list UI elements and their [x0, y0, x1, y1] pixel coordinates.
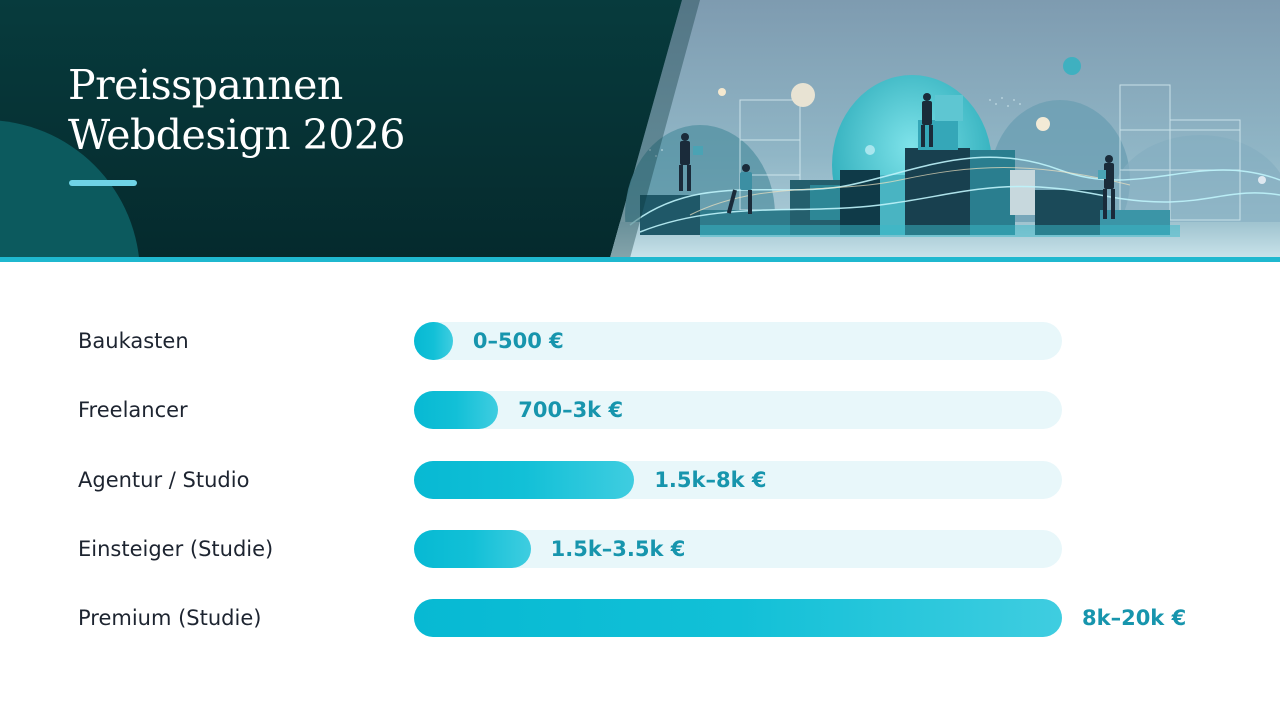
category-label: Einsteiger (Studie)	[78, 536, 274, 561]
page-title-line-2: Webdesign 2026	[68, 111, 406, 159]
category-label: Baukasten	[78, 329, 189, 353]
value-label: 8k–20k €	[1082, 606, 1187, 631]
bar	[414, 391, 499, 430]
value-label: 1.5k–3.5k €	[550, 536, 686, 561]
bar	[414, 460, 635, 499]
bar	[414, 529, 531, 568]
bar	[414, 599, 1062, 638]
chart-row: Agentur / Studio 1.5k–8k €	[0, 460, 1280, 500]
category-label: Freelancer	[78, 398, 188, 423]
value-label: 1.5k–8k €	[654, 467, 767, 492]
value-label: 0–500 €	[472, 329, 564, 353]
bar-track	[414, 391, 1062, 430]
chart-row: Freelancer 700–3k €	[0, 390, 1280, 430]
bar	[414, 322, 453, 360]
banner-accent-line	[0, 257, 1280, 262]
value-label: 700–3k €	[518, 398, 624, 423]
category-label: Premium (Studie)	[78, 606, 262, 631]
category-label: Agentur / Studio	[78, 467, 250, 492]
header-banner: Preisspannen Webdesign 2026	[0, 0, 1280, 262]
chart-row: Einsteiger (Studie) 1.5k–3.5k €	[0, 529, 1280, 569]
page-title: Preisspannen Webdesign 2026	[68, 60, 588, 160]
title-underline	[69, 180, 137, 186]
hero-illustration	[610, 0, 1280, 258]
chart-row: Premium (Studie) 8k–20k €	[0, 598, 1280, 638]
bar-track	[414, 322, 1062, 360]
page-title-line-1: Preisspannen	[68, 61, 343, 109]
chart-row: Baukasten 0–500 €	[0, 321, 1280, 361]
price-range-chart: Baukasten 0–500 € Freelancer 700–3k € Agentu…	[0, 262, 1280, 720]
